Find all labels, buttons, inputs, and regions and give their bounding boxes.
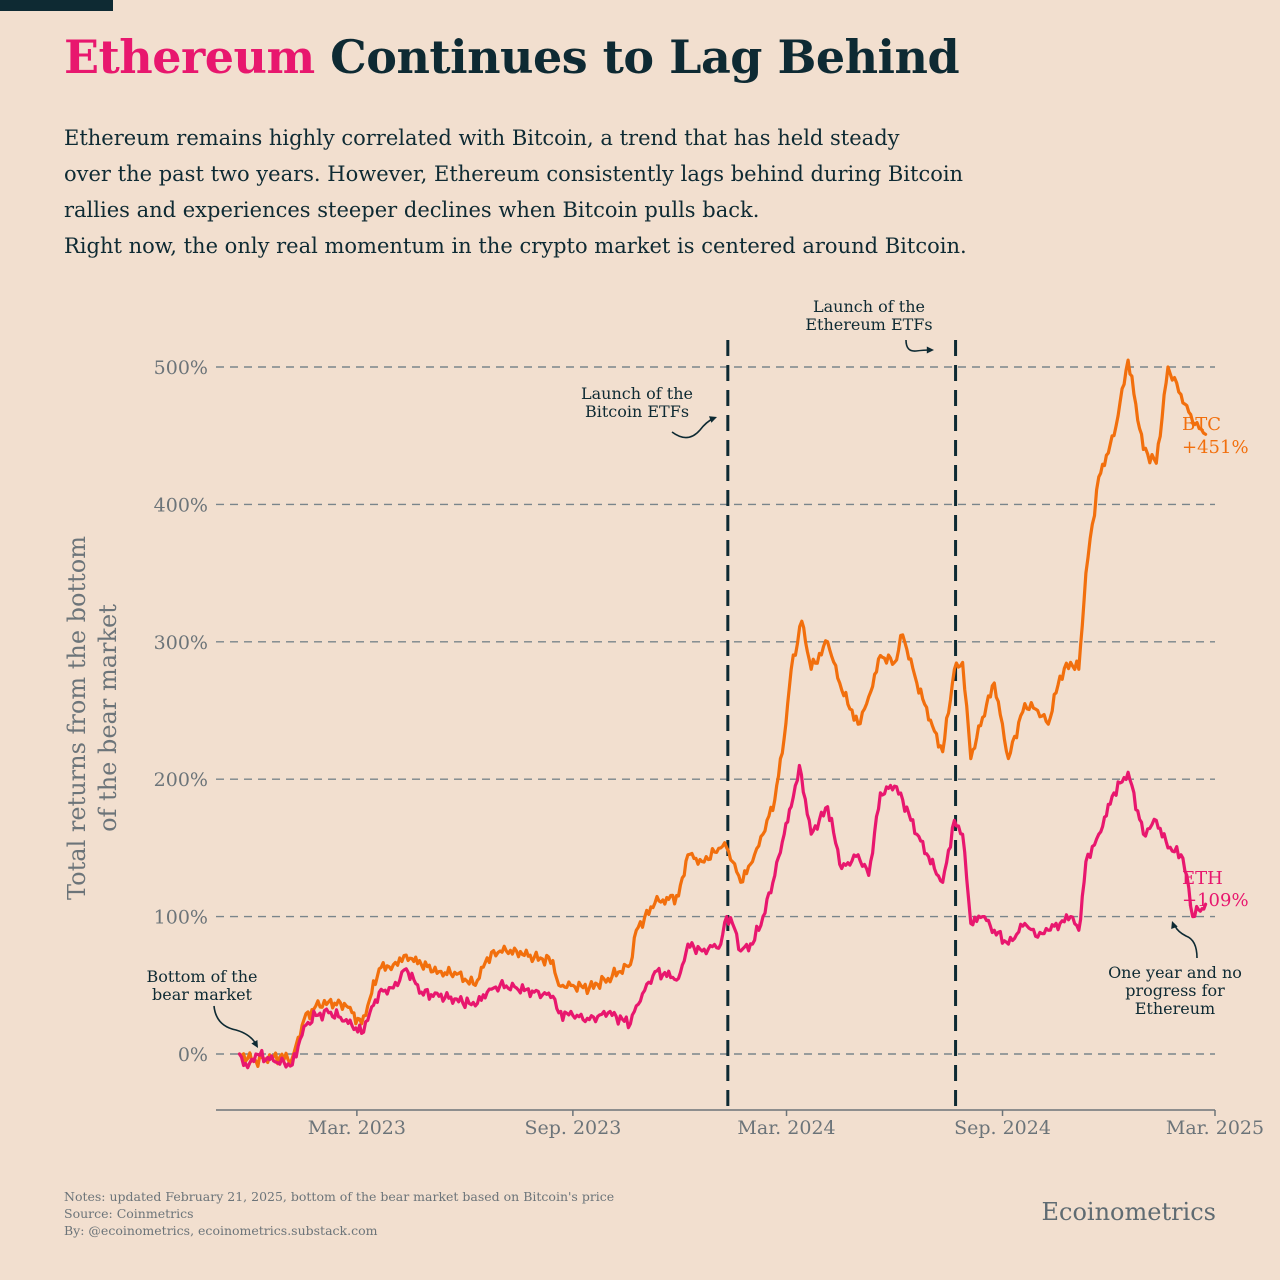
eth-no-progress-label: One year and no xyxy=(1108,963,1242,982)
bear-market-bottom-label: bear market xyxy=(152,985,253,1004)
y-tick-label: 400% xyxy=(154,494,208,516)
note-line: Source: Coinmetrics xyxy=(64,1206,194,1221)
y-axis-label: Total returns from the bottom of the bear… xyxy=(63,536,122,900)
chart-subtitle: Ethereum remains highly correlated with … xyxy=(64,120,1064,264)
note-line: Notes: updated February 21, 2025, bottom… xyxy=(64,1189,615,1204)
title-rest: Continues to Lag Behind xyxy=(314,30,960,84)
eth-no-progress-arrow xyxy=(1174,925,1198,959)
btc-series-line xyxy=(237,358,1208,1068)
x-tick-label: Sep. 2023 xyxy=(524,1117,621,1139)
x-tick-label: Mar. 2024 xyxy=(737,1117,835,1139)
eth-etf-arrowhead xyxy=(926,346,934,354)
y-axis-label-line: of the bear market xyxy=(94,604,122,832)
eth-etf-label: Launch of the xyxy=(813,297,925,316)
eth-series-line xyxy=(237,763,1208,1070)
subtitle-line: over the past two years. However, Ethere… xyxy=(64,162,964,186)
y-tick-label: 200% xyxy=(154,769,208,791)
eth-no-progress-label: Ethereum xyxy=(1135,999,1215,1018)
chart-notes: Notes: updated February 21, 2025, bottom… xyxy=(64,1188,614,1239)
y-tick-label: 300% xyxy=(154,632,208,654)
btc-etf-label: Launch of the xyxy=(581,384,693,403)
subtitle-line: Ethereum remains highly correlated with … xyxy=(64,126,900,150)
eth-series-name: ETH xyxy=(1182,868,1223,889)
subtitle-line: rallies and experiences steeper declines… xyxy=(64,198,760,222)
btc-etf-label: Bitcoin ETFs xyxy=(585,402,689,421)
note-line: By: @ecoinometrics, ecoinometrics.substa… xyxy=(64,1223,378,1238)
y-tick-label: 0% xyxy=(178,1044,208,1066)
bear-market-bottom-arrowhead xyxy=(251,1040,258,1048)
x-tick-label: Mar. 2025 xyxy=(1166,1117,1264,1139)
eth-no-progress-arrowhead xyxy=(1171,921,1178,929)
btc-series-name: BTC xyxy=(1182,414,1221,435)
btc-etf-arrowhead xyxy=(709,416,717,423)
btc-end-label: +451% xyxy=(1182,437,1249,458)
subtitle-line: Right now, the only real momentum in the… xyxy=(64,234,967,258)
corner-tab xyxy=(0,0,113,11)
chart-title: Ethereum Continues to Lag Behind xyxy=(64,30,960,84)
eth-no-progress-label: progress for xyxy=(1125,981,1225,1000)
title-highlight: Ethereum xyxy=(64,30,315,84)
y-tick-label: 500% xyxy=(154,357,208,379)
y-axis-label-line: Total returns from the bottom xyxy=(63,536,91,900)
brand-logo: Ecoinometrics xyxy=(1041,1198,1216,1226)
btc-etf-arrow xyxy=(671,417,715,439)
y-tick-label: 100% xyxy=(154,907,208,929)
x-tick-label: Sep. 2024 xyxy=(954,1117,1051,1139)
bear-market-bottom-arrow xyxy=(213,1005,257,1045)
eth-etf-label: Ethereum ETFs xyxy=(805,315,932,334)
eth-etf-arrow xyxy=(905,339,931,352)
bear-market-bottom-label: Bottom of the xyxy=(147,967,258,986)
x-tick-label: Mar. 2023 xyxy=(308,1117,406,1139)
eth-end-label: +109% xyxy=(1182,890,1249,911)
